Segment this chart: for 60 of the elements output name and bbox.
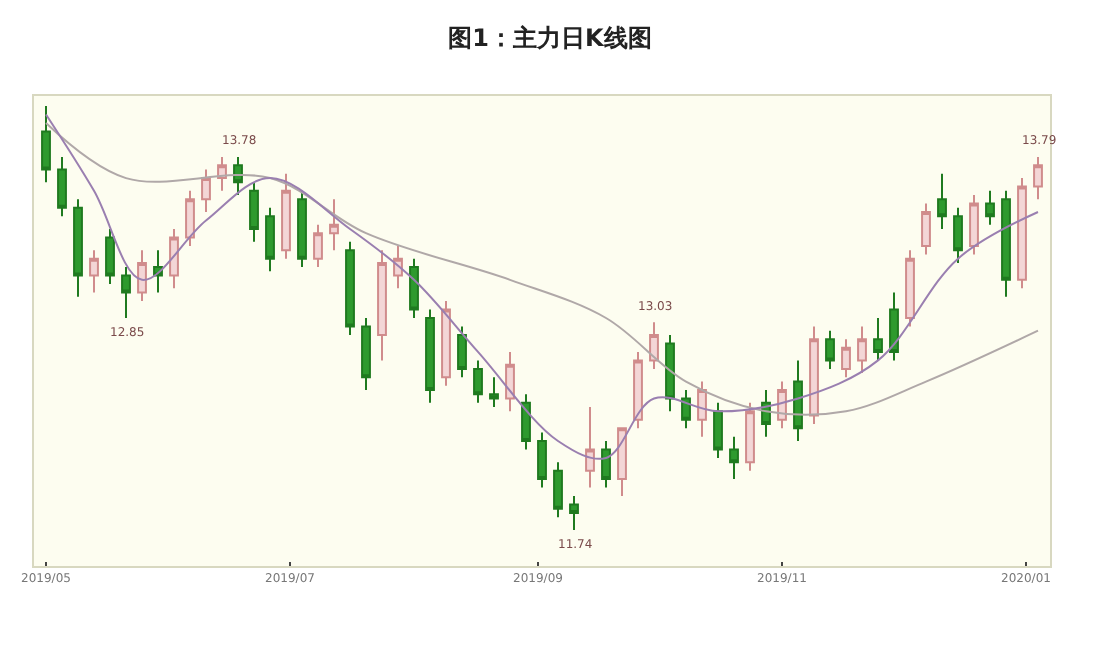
candlestick xyxy=(809,325,819,425)
candlestick xyxy=(665,333,675,413)
candlestick xyxy=(553,461,563,519)
candlestick xyxy=(729,435,739,481)
candlestick xyxy=(617,427,627,498)
candlestick xyxy=(569,495,579,531)
candlestick xyxy=(601,439,611,489)
candlestick xyxy=(873,317,883,362)
candlestick xyxy=(73,198,83,298)
candlestick xyxy=(473,359,483,404)
candlestick xyxy=(505,350,515,413)
candlestick xyxy=(953,206,963,264)
candlestick xyxy=(137,249,147,303)
candlestick xyxy=(201,168,211,213)
candlestick xyxy=(185,189,195,247)
candlestick xyxy=(313,223,323,269)
candlestick xyxy=(1033,155,1043,201)
candlestick xyxy=(89,249,99,294)
candlestick xyxy=(57,155,67,218)
candlestick xyxy=(121,266,131,319)
candlestick xyxy=(281,172,291,260)
candlestick xyxy=(233,155,243,197)
candlestick xyxy=(409,257,419,319)
candlestick xyxy=(905,249,915,328)
candlestick xyxy=(297,189,307,269)
candlestick xyxy=(425,308,435,404)
candlestick xyxy=(921,202,931,256)
chart-title: 图1：主力日K线图 xyxy=(448,24,652,53)
candlestick xyxy=(633,350,643,430)
candlestick xyxy=(1001,189,1011,298)
candlestick xyxy=(793,359,803,442)
candlestick xyxy=(441,300,451,387)
candlestick xyxy=(521,393,531,451)
candlestick xyxy=(537,431,547,489)
candlestick xyxy=(169,227,179,290)
candlestick xyxy=(841,338,851,379)
candlestick xyxy=(329,198,339,252)
candlestick xyxy=(649,321,659,370)
candlestick xyxy=(585,406,595,489)
candlestick xyxy=(345,240,355,336)
candlestick xyxy=(265,206,275,273)
candlestick xyxy=(457,325,467,379)
candlestick xyxy=(713,401,723,459)
candlestick xyxy=(41,105,51,184)
candlestick xyxy=(361,317,371,392)
candlestick xyxy=(985,189,995,226)
candlestick xyxy=(681,389,691,430)
candlestick xyxy=(857,325,867,375)
candlestick xyxy=(937,172,947,230)
candlestick xyxy=(969,194,979,256)
candlestick xyxy=(105,227,115,286)
candlestick xyxy=(745,401,755,472)
candlestick xyxy=(1017,177,1027,290)
candlestick xyxy=(377,249,387,362)
candlestick xyxy=(249,181,259,243)
candlestick xyxy=(889,291,899,362)
candlestick xyxy=(697,380,707,438)
candlestick xyxy=(825,329,835,370)
candlestick xyxy=(489,376,499,409)
candlestick xyxy=(217,155,227,192)
